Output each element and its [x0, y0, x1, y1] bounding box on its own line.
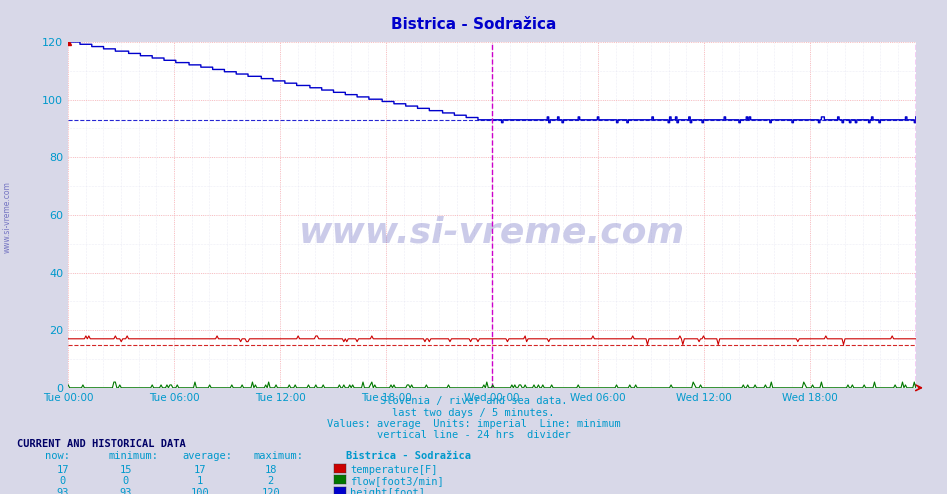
- Text: temperature[F]: temperature[F]: [350, 465, 438, 475]
- Text: height[foot]: height[foot]: [350, 488, 425, 494]
- Text: 18: 18: [264, 465, 277, 475]
- Text: 120: 120: [261, 488, 280, 494]
- Text: average:: average:: [183, 451, 233, 461]
- Text: Values: average  Units: imperial  Line: minimum: Values: average Units: imperial Line: mi…: [327, 419, 620, 429]
- Text: now:: now:: [45, 451, 70, 461]
- Text: 93: 93: [119, 488, 133, 494]
- Text: CURRENT AND HISTORICAL DATA: CURRENT AND HISTORICAL DATA: [17, 439, 186, 449]
- Text: Slovenia / river and sea data.: Slovenia / river and sea data.: [380, 396, 567, 406]
- Text: 2: 2: [268, 476, 274, 486]
- Text: minimum:: minimum:: [109, 451, 159, 461]
- Text: flow[foot3/min]: flow[foot3/min]: [350, 476, 444, 486]
- Text: 0: 0: [60, 476, 65, 486]
- Text: 100: 100: [190, 488, 209, 494]
- Text: 15: 15: [119, 465, 133, 475]
- Text: last two days / 5 minutes.: last two days / 5 minutes.: [392, 408, 555, 417]
- Text: www.si-vreme.com: www.si-vreme.com: [3, 181, 12, 253]
- Text: www.si-vreme.com: www.si-vreme.com: [299, 215, 685, 249]
- Text: Bistrica - Sodražica: Bistrica - Sodražica: [391, 17, 556, 32]
- Text: 1: 1: [197, 476, 203, 486]
- Text: 93: 93: [56, 488, 69, 494]
- Text: 17: 17: [193, 465, 206, 475]
- Text: Bistrica - Sodražica: Bistrica - Sodražica: [346, 451, 471, 461]
- Text: vertical line - 24 hrs  divider: vertical line - 24 hrs divider: [377, 430, 570, 440]
- Text: maximum:: maximum:: [254, 451, 304, 461]
- Text: 0: 0: [123, 476, 129, 486]
- Text: 17: 17: [56, 465, 69, 475]
